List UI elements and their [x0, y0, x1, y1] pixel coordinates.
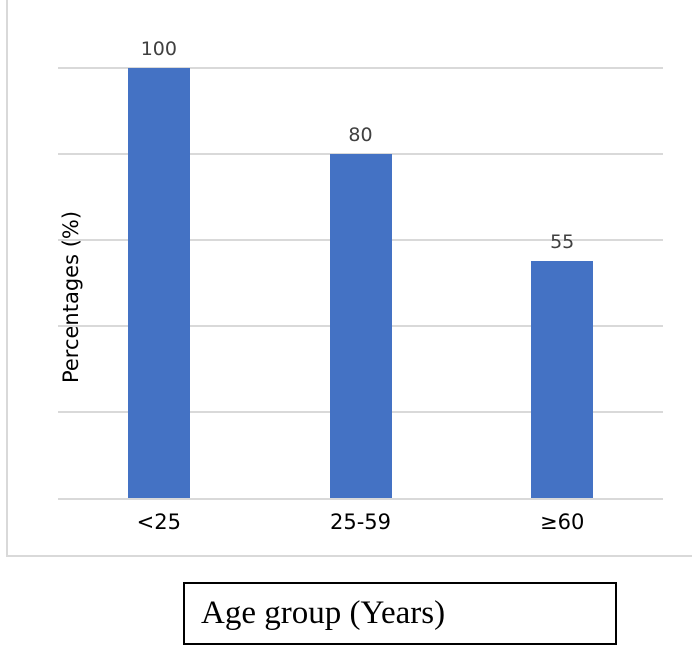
x-axis-category-label: <25	[136, 510, 181, 534]
x-axis-title: Age group (Years)	[201, 595, 446, 631]
bar-≥60	[531, 261, 594, 498]
plot-area: 100 80 55	[58, 0, 663, 500]
x-axis-category-label: 25-59	[329, 510, 391, 534]
chart-frame-left-border	[6, 0, 8, 557]
chart-frame-bottom-border	[6, 555, 692, 557]
x-axis-category-label: ≥60	[539, 510, 585, 534]
bar-value-label: 55	[550, 231, 575, 254]
bar-25-59	[329, 153, 392, 498]
bar-value-label: 100	[140, 37, 177, 60]
x-axis-title-box: Age group (Years)	[183, 582, 617, 645]
bar-value-label: 80	[348, 123, 373, 146]
bar-<25	[127, 67, 190, 498]
x-axis-labels: <25 25-59 ≥60	[58, 509, 663, 539]
gridline	[58, 66, 663, 69]
